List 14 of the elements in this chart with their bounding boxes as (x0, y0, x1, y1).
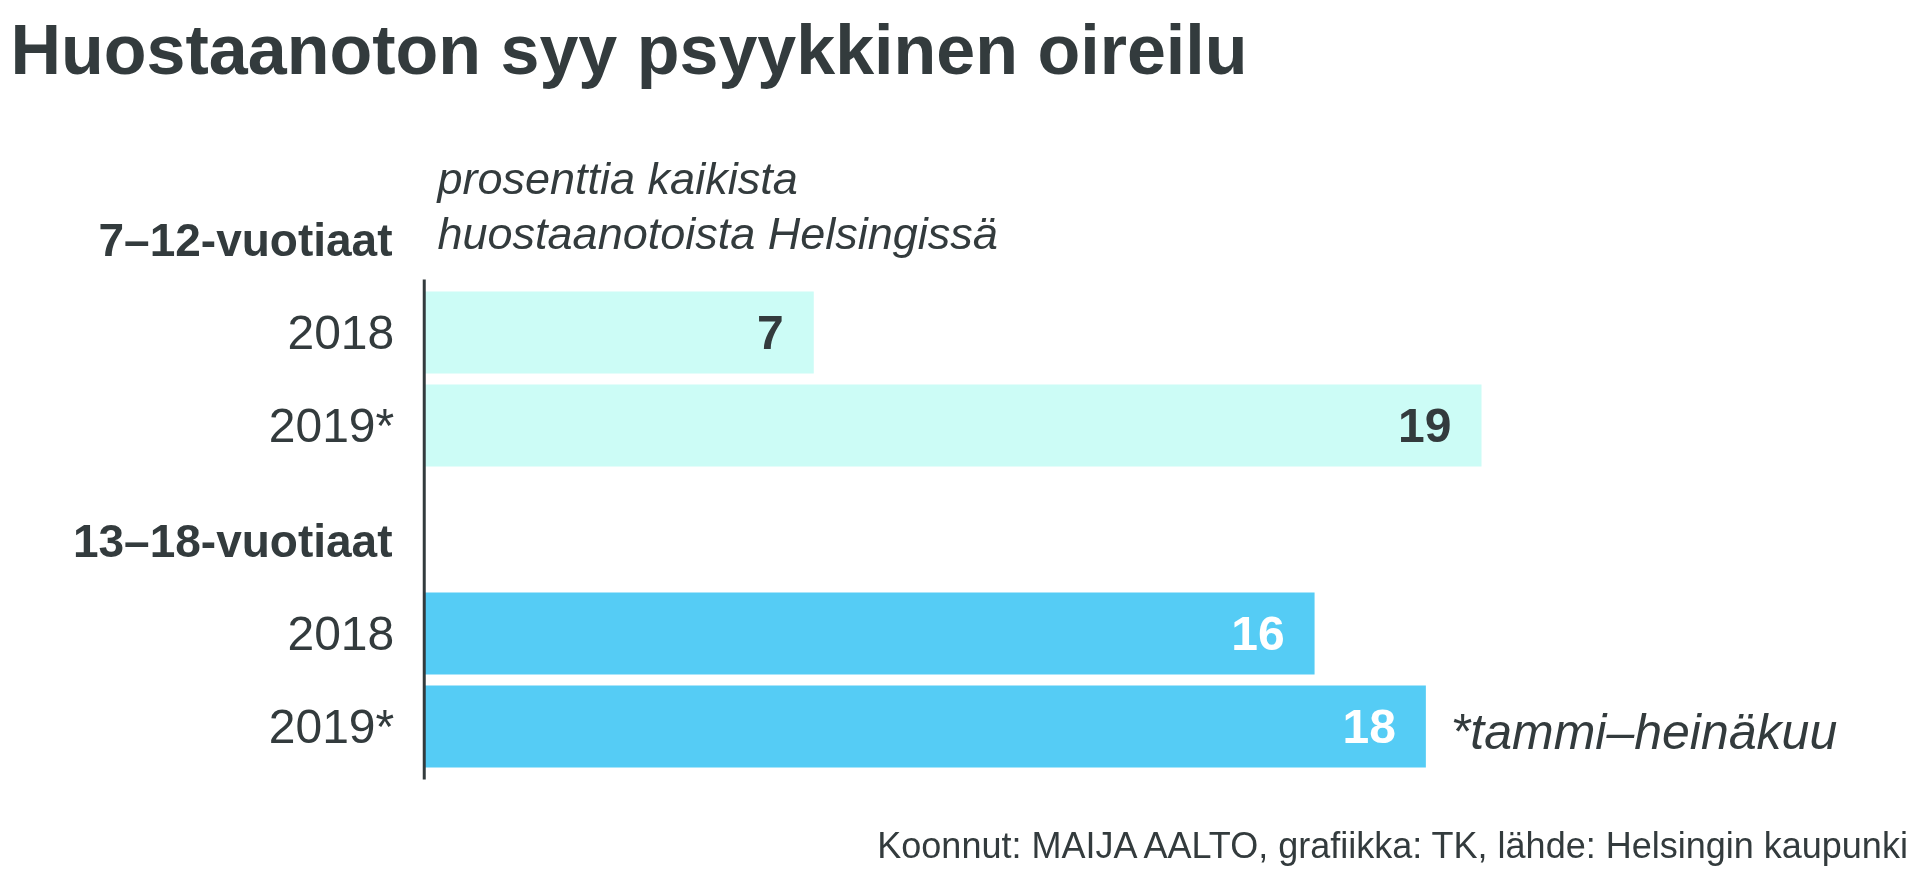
chart-title: Huostaanoton syy psyykkinen oireilu (10, 10, 1248, 89)
data-label: 16 (1231, 607, 1285, 660)
text: Koonnut: MAIJA AALTO, grafiikka: TK, lähde: Helsingin kaupunki (877, 825, 1908, 866)
y-tick-label: 2019* (268, 399, 395, 452)
chart-subtitle: prosenttia kaikista huostaanotoista Helsingissä (435, 153, 998, 259)
data-label: 18 (1342, 700, 1396, 753)
y-tick-label: 13–18-vuotiaat (72, 514, 393, 567)
y-tick-label: 2018 (287, 607, 395, 660)
annotation: *tammi–heinäkuu (1450, 703, 1838, 760)
y-tick-label: 7–12-vuotiaat (98, 213, 393, 266)
y-tick-label: 2019* (268, 700, 395, 753)
data-label: 19 (1398, 399, 1452, 452)
data-label: 7 (757, 306, 784, 359)
y-tick-label: 2018 (287, 306, 395, 359)
